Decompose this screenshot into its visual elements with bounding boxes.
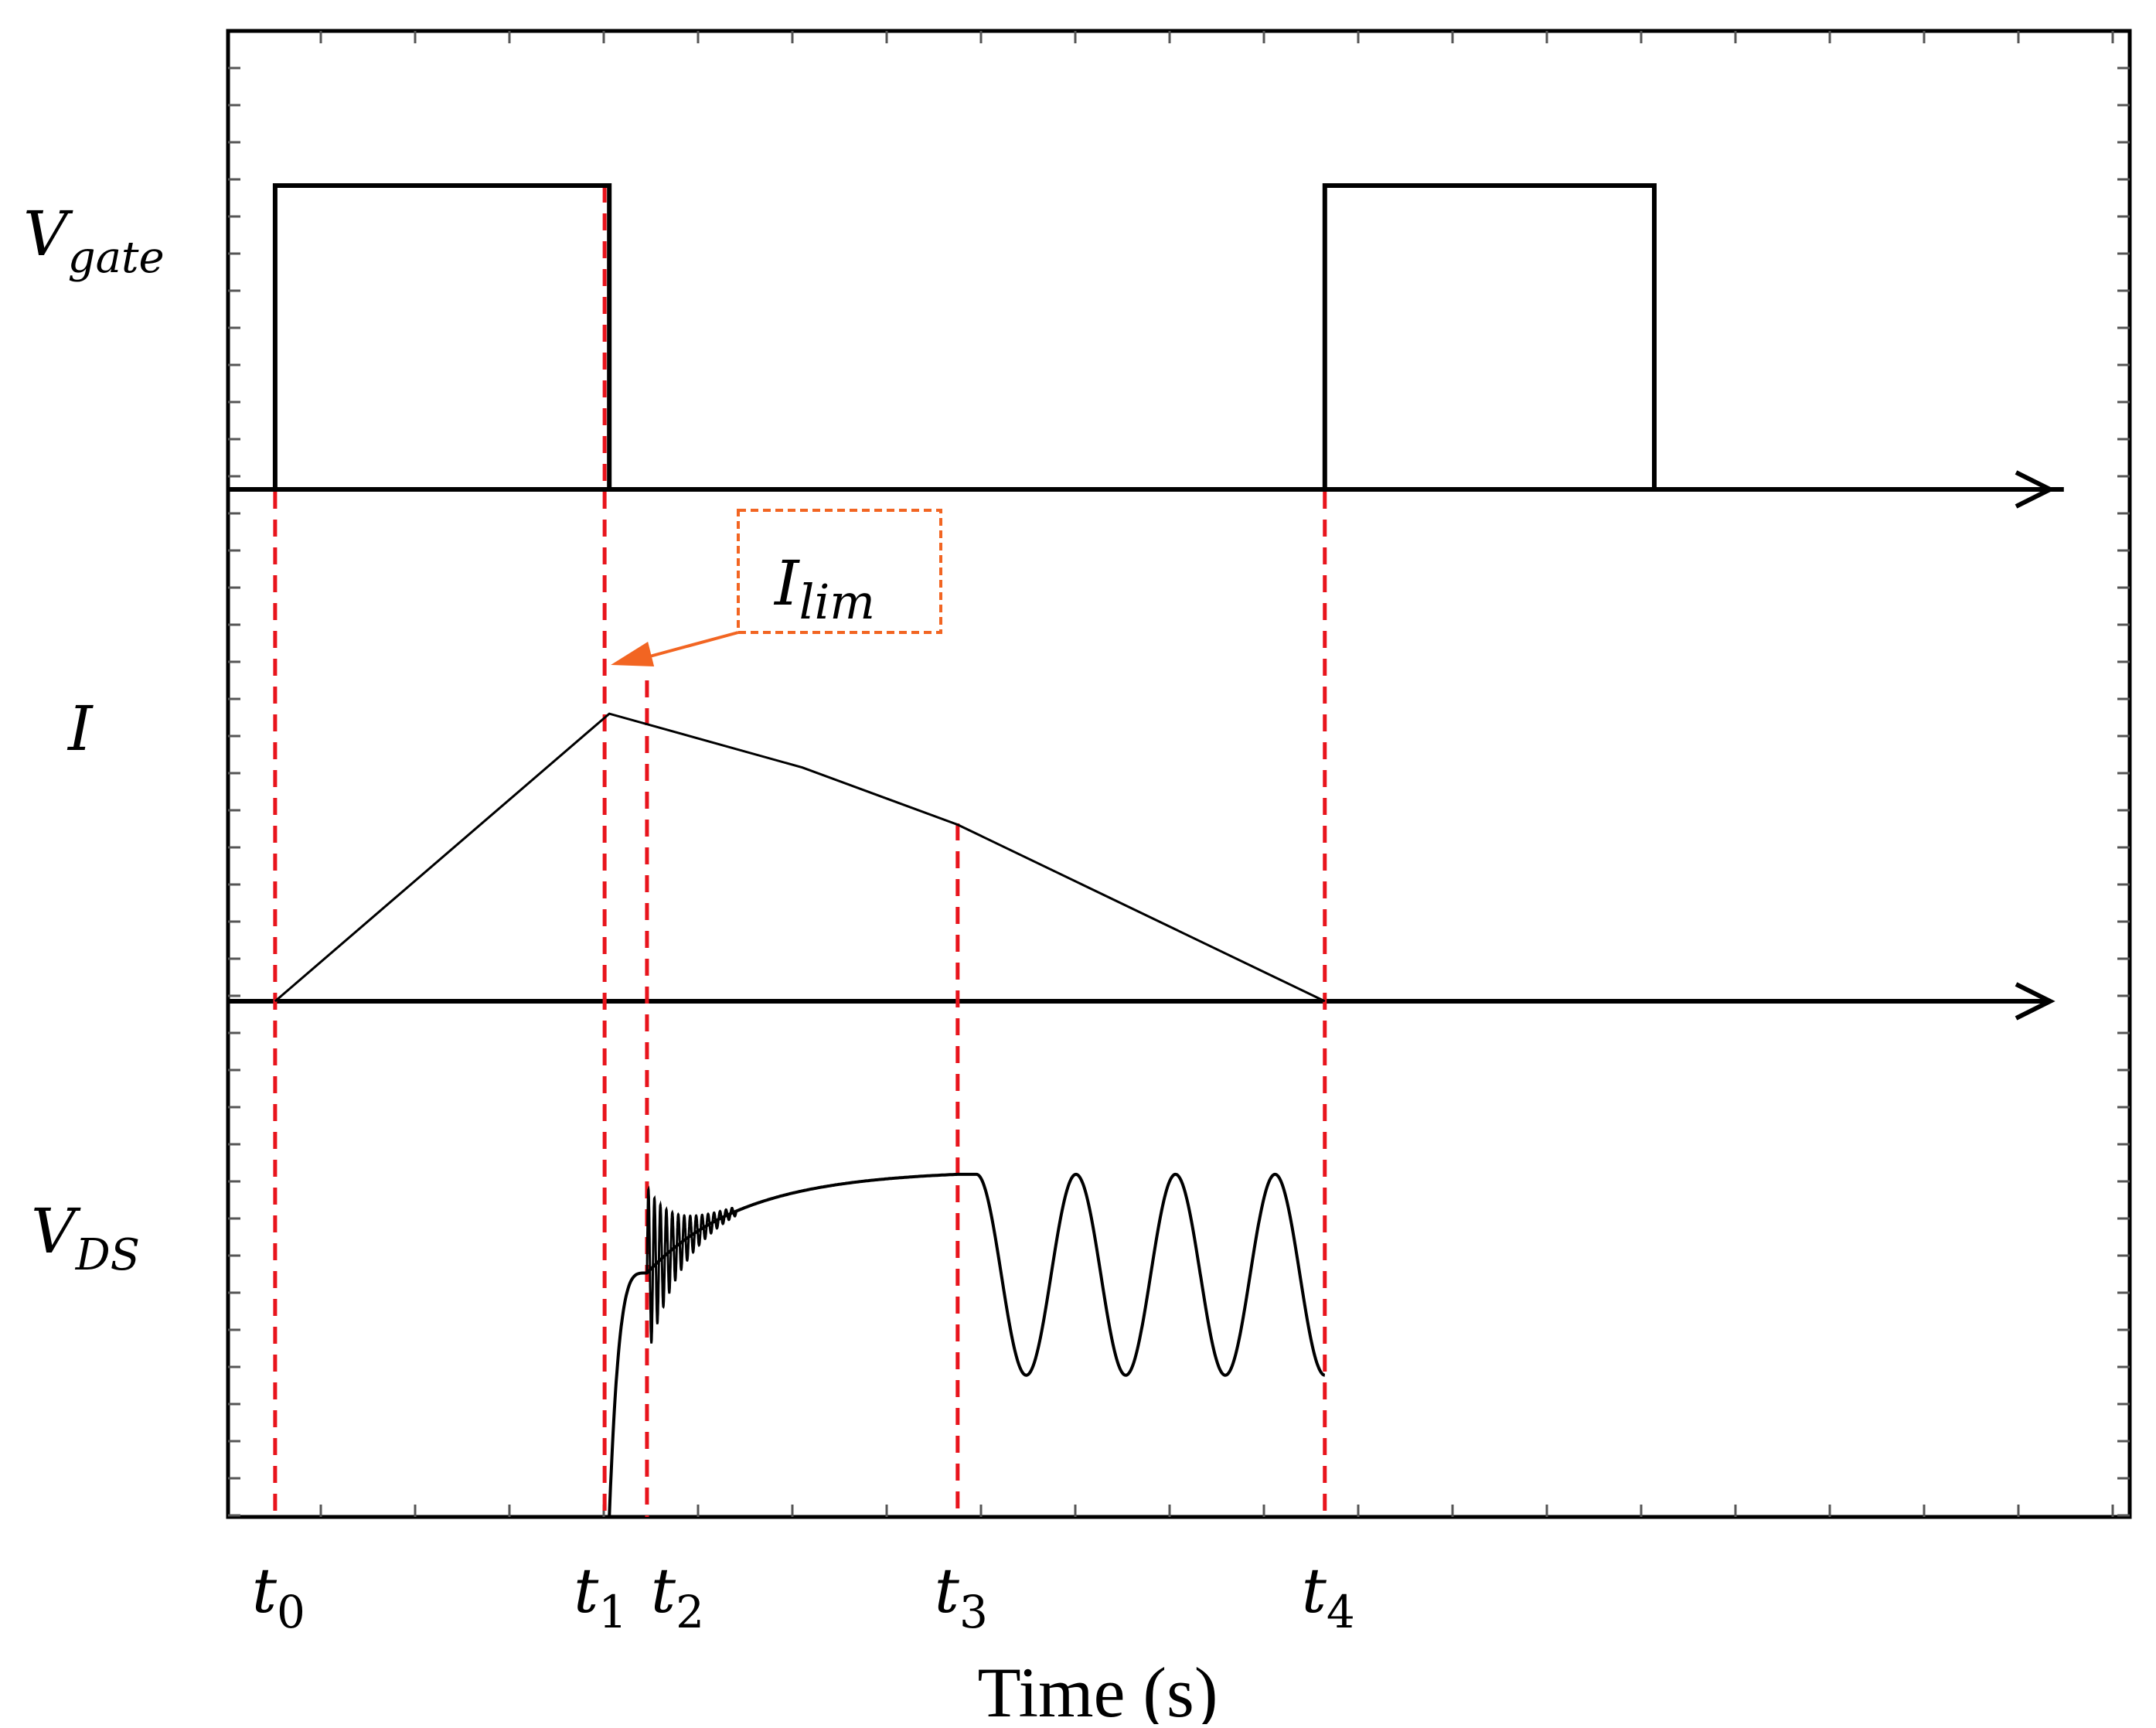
current-axis-arrow <box>2015 982 2056 1021</box>
plot-frame <box>226 29 2132 1519</box>
ilim-box <box>737 509 942 634</box>
channel-label-vgate: Vgate <box>23 198 165 283</box>
ilim-annotation: Ilim <box>611 509 942 666</box>
channel-axes <box>228 470 2056 1021</box>
axis-ticks <box>228 31 2130 1517</box>
trace-i <box>274 712 1326 1003</box>
ilim-arrow-head <box>611 642 655 666</box>
trace-vgate <box>272 183 2064 492</box>
traces <box>272 183 2064 1518</box>
event-tick-labels: t0 t1 t2 t3 t4 <box>252 1555 1355 1638</box>
channel-label-i: I <box>66 693 94 765</box>
channel-labels: Vgate I VDS <box>23 198 165 1280</box>
ilim-arrow-line <box>635 631 739 662</box>
event-markers <box>273 186 1327 1517</box>
trace-vds <box>608 1172 1326 1518</box>
event-label-t4: t4 <box>1302 1555 1355 1638</box>
ilim-label: Ilim <box>773 547 875 630</box>
x-axis-label: Time (s) <box>978 1653 1218 1724</box>
channel-label-vds: VDS <box>31 1195 140 1280</box>
event-label-t1: t1 <box>574 1555 627 1638</box>
event-label-t2: t2 <box>651 1555 704 1638</box>
event-label-t3: t3 <box>935 1555 988 1638</box>
trace-vds-ringing <box>645 1185 738 1344</box>
event-label-t0: t0 <box>252 1555 305 1638</box>
